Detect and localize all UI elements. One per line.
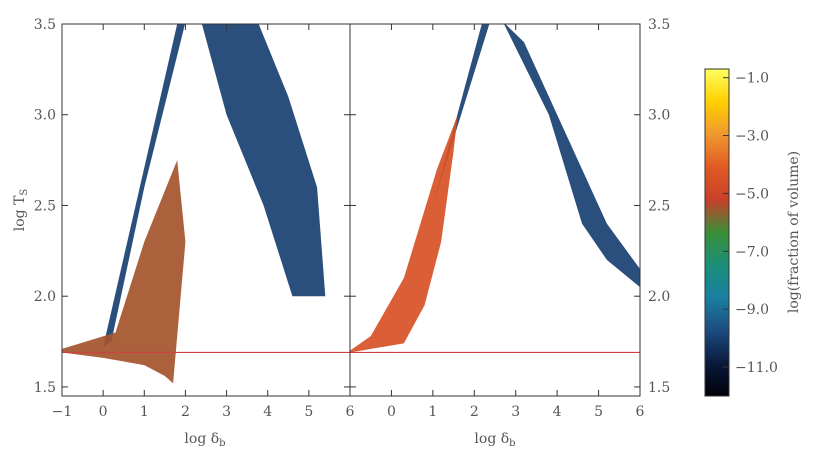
right-y-tick-label: 3.5 — [648, 17, 670, 33]
colorbar-tick-label: −7.0 — [735, 244, 769, 260]
left-x-axis-label: log δb — [184, 431, 225, 449]
right-x-tick-label: 0 — [387, 404, 396, 420]
left-y-tick-label: 3.5 — [34, 17, 56, 33]
left-x-tick-label: 3 — [222, 404, 231, 420]
right-density-region-0 — [432, 24, 640, 288]
left-x-tick-label: −1 — [52, 404, 73, 420]
left-density-region-1 — [62, 160, 186, 384]
right-y-tick-label: 2.0 — [648, 289, 670, 305]
colorbar — [704, 68, 730, 397]
left-y-tick-label: 1.5 — [34, 380, 56, 396]
right-x-axis-label: log δb — [474, 431, 515, 449]
left-x-tick-label: 1 — [140, 404, 149, 420]
right-panel — [350, 24, 640, 354]
colorbar-tick-label: −3.0 — [735, 129, 769, 145]
colorbar-label: log(fraction of volume) — [786, 151, 802, 313]
left-x-tick-label: 0 — [99, 404, 108, 420]
colorbar-tick-label: −5.0 — [735, 186, 769, 202]
left-y-tick-label: 2.5 — [34, 198, 56, 214]
right-y-tick-label: 2.5 — [648, 198, 670, 214]
left-y-tick-label: 2.0 — [34, 289, 56, 305]
right-density-region-1 — [350, 114, 458, 353]
left-x-tick-label: 5 — [304, 404, 313, 420]
left-density-region-0 — [103, 24, 326, 348]
left-x-tick-label: 6 — [346, 404, 355, 420]
y-axis-label: log TS — [12, 189, 30, 232]
right-x-tick-label: 1 — [428, 404, 437, 420]
right-x-tick-label: 5 — [594, 404, 603, 420]
right-x-tick-label: 6 — [636, 404, 645, 420]
right-y-tick-label: 1.5 — [648, 380, 670, 396]
right-panel-frame — [349, 23, 641, 397]
left-y-tick-label: 3.0 — [34, 108, 56, 124]
colorbar-tick-label: −1.0 — [735, 71, 769, 87]
colorbar-tick-label: −9.0 — [735, 302, 769, 318]
right-y-tick-label: 3.0 — [648, 108, 670, 124]
right-x-tick-label: 2 — [470, 404, 479, 420]
left-panel — [62, 24, 350, 384]
left-x-tick-label: 4 — [263, 404, 272, 420]
right-x-tick-label: 3 — [511, 404, 520, 420]
right-x-tick-label: 4 — [553, 404, 562, 420]
colorbar-tick-label: −11.0 — [735, 360, 778, 376]
left-x-tick-label: 2 — [181, 404, 190, 420]
